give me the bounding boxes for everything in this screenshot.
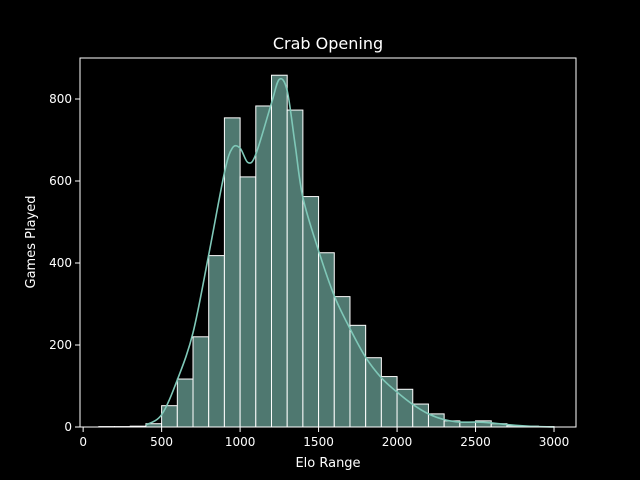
kde-curve (145, 77, 555, 428)
histogram-bar (349, 324, 367, 428)
histogram-bar (161, 405, 178, 428)
y-axis-ticks: 0 200 400 600 800 (49, 92, 80, 434)
histogram-bar (412, 403, 429, 428)
histogram-bar (255, 105, 272, 428)
histogram-bar (380, 376, 398, 428)
histogram-bar (333, 296, 351, 428)
bars-group (98, 74, 555, 428)
histogram-bar (239, 176, 257, 428)
histogram-bar (176, 378, 194, 428)
y-tick-label: 600 (49, 174, 72, 188)
y-tick-label: 0 (64, 420, 72, 434)
y-tick-label: 200 (49, 338, 72, 352)
histogram-bar (208, 255, 225, 428)
x-tick-label: 1500 (303, 435, 334, 449)
chart-title: Crab Opening (273, 34, 383, 53)
x-tick-label: 0 (79, 435, 87, 449)
x-tick-label: 2500 (460, 435, 491, 449)
histogram-bar (286, 109, 304, 428)
y-tick-label: 800 (49, 92, 72, 106)
x-axis-label: Elo Range (295, 456, 360, 471)
histogram-bar (302, 196, 320, 428)
x-axis-ticks: 0 500 1000 1500 2000 2500 3000 (79, 427, 569, 449)
x-tick-label: 2000 (382, 435, 413, 449)
x-tick-label: 1000 (225, 435, 256, 449)
y-axis-label: Games Played (24, 196, 39, 289)
plot-frame (79, 57, 577, 428)
y-tick-label: 400 (49, 256, 72, 270)
histogram-bar (192, 336, 210, 428)
histogram-bar (270, 74, 288, 428)
x-tick-label: 500 (150, 435, 173, 449)
histogram-bar (427, 413, 445, 428)
x-tick-label: 3000 (539, 435, 570, 449)
histogram-bar (318, 252, 335, 428)
